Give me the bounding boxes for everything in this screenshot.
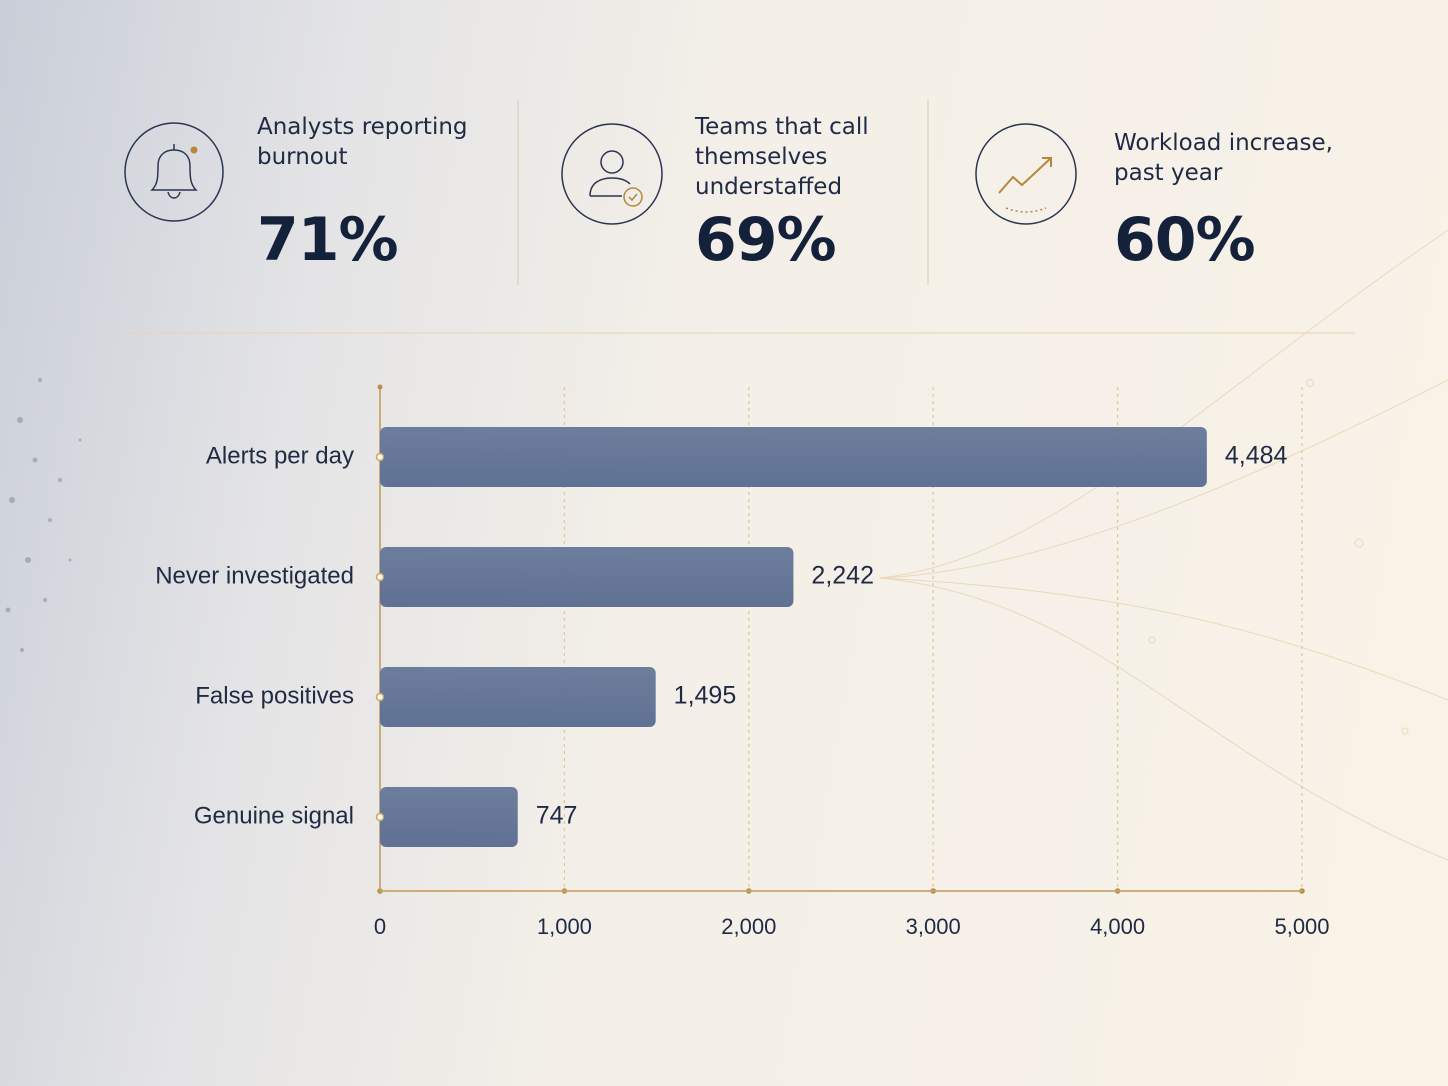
icon-trend [975, 123, 1077, 225]
plot: 0 1,000 2,000 3,000 4,000 5,000 Alerts per day… [155, 384, 1330, 939]
x-tick-label: 2,000 [721, 914, 776, 939]
stat-label: Workload increase, past year [1114, 130, 1333, 186]
y-tick-label: Never investigated [155, 562, 354, 589]
bar [380, 547, 794, 607]
value-label: 4,484 [1225, 442, 1288, 470]
stat-value: 71% [257, 205, 399, 275]
x-tick-label: 5,000 [1274, 914, 1329, 939]
value-label: 747 [536, 802, 578, 830]
value-label: 2,242 [811, 562, 874, 590]
axis-dot [375, 452, 385, 462]
decoration [5, 378, 82, 652]
x-tick-label: 4,000 [1090, 914, 1145, 939]
axis-dot [375, 812, 385, 822]
y-tick-label: Alerts per day [206, 442, 354, 469]
y-tick-label: False positives [195, 682, 354, 709]
value-label: 1,495 [674, 682, 737, 710]
stat-label: Analysts reporting burnout [257, 114, 468, 170]
x-tick-label: 1,000 [537, 914, 592, 939]
x-tick-label: 3,000 [906, 914, 961, 939]
bar [380, 427, 1207, 487]
stat-value: 60% [1114, 205, 1256, 275]
axis-dot [375, 572, 385, 582]
icon-person [561, 123, 663, 225]
bar [380, 667, 656, 727]
stat-value: 69% [695, 205, 837, 275]
axis-cap [377, 384, 383, 390]
bar [380, 787, 518, 847]
y-tick-label: Genuine signal [194, 802, 354, 829]
icon-bell [124, 122, 224, 222]
axis-dot [375, 692, 385, 702]
x-tick-label: 0 [374, 914, 386, 939]
decoration [879, 229, 1448, 861]
stat-label: Teams that call themselves understaffed [695, 114, 869, 200]
